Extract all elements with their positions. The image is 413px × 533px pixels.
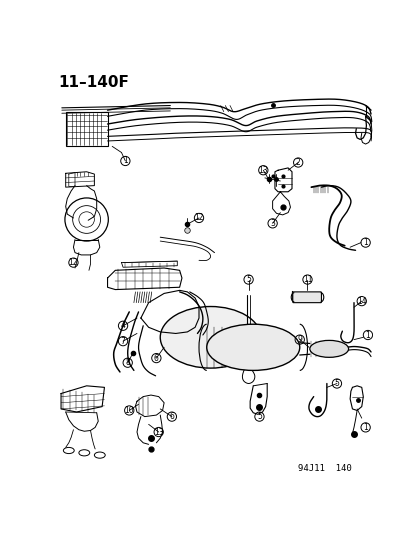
FancyBboxPatch shape [66, 112, 108, 147]
Text: 5: 5 [334, 379, 339, 388]
Ellipse shape [63, 447, 74, 454]
FancyBboxPatch shape [292, 292, 320, 303]
Text: 11: 11 [302, 275, 311, 284]
Text: 94J11  140: 94J11 140 [297, 464, 351, 473]
Text: 10: 10 [124, 406, 134, 415]
Ellipse shape [79, 450, 90, 456]
Ellipse shape [309, 341, 348, 357]
Text: 2: 2 [295, 158, 300, 167]
Text: 1: 1 [362, 238, 367, 247]
Text: 13: 13 [258, 166, 268, 175]
Text: 11–140F: 11–140F [58, 75, 128, 90]
Text: 1: 1 [123, 157, 128, 165]
Text: 1: 1 [365, 330, 370, 340]
Text: 12: 12 [69, 258, 78, 267]
Ellipse shape [160, 306, 260, 368]
Text: 7: 7 [120, 337, 125, 346]
Text: 6: 6 [154, 353, 159, 362]
Text: 13: 13 [154, 427, 163, 437]
Text: 14: 14 [356, 297, 366, 305]
Ellipse shape [206, 324, 299, 370]
Text: 9: 9 [297, 335, 301, 344]
Text: 4: 4 [120, 321, 125, 330]
Text: 12: 12 [194, 213, 203, 222]
Text: 3: 3 [270, 219, 274, 228]
Text: 6: 6 [169, 412, 174, 421]
Text: 1: 1 [362, 423, 367, 432]
Text: 5: 5 [246, 275, 250, 284]
Text: 5: 5 [256, 412, 261, 421]
Ellipse shape [94, 452, 105, 458]
Text: 8: 8 [125, 358, 130, 367]
